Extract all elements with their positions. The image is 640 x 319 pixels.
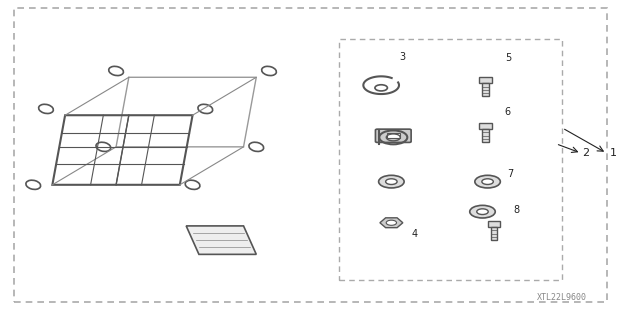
Circle shape — [386, 220, 397, 225]
Text: 8: 8 — [513, 205, 519, 215]
Text: 4: 4 — [412, 229, 418, 239]
Circle shape — [470, 205, 495, 218]
FancyBboxPatch shape — [483, 129, 489, 142]
FancyBboxPatch shape — [483, 83, 489, 96]
Circle shape — [477, 209, 488, 214]
FancyBboxPatch shape — [387, 133, 399, 138]
Circle shape — [379, 175, 404, 188]
Text: 2: 2 — [582, 148, 589, 158]
Polygon shape — [380, 218, 403, 228]
Text: 3: 3 — [399, 52, 406, 62]
Text: 7: 7 — [507, 169, 513, 179]
Text: 6: 6 — [505, 107, 511, 117]
Circle shape — [475, 175, 500, 188]
FancyBboxPatch shape — [479, 78, 492, 83]
Text: 5: 5 — [505, 54, 511, 63]
Polygon shape — [186, 226, 256, 254]
Circle shape — [482, 179, 493, 184]
FancyBboxPatch shape — [479, 123, 492, 129]
FancyBboxPatch shape — [376, 129, 411, 142]
FancyBboxPatch shape — [491, 227, 497, 240]
Circle shape — [386, 179, 397, 184]
FancyBboxPatch shape — [488, 221, 500, 227]
Text: XTL22L9600: XTL22L9600 — [537, 293, 587, 302]
Text: 1: 1 — [610, 148, 617, 158]
